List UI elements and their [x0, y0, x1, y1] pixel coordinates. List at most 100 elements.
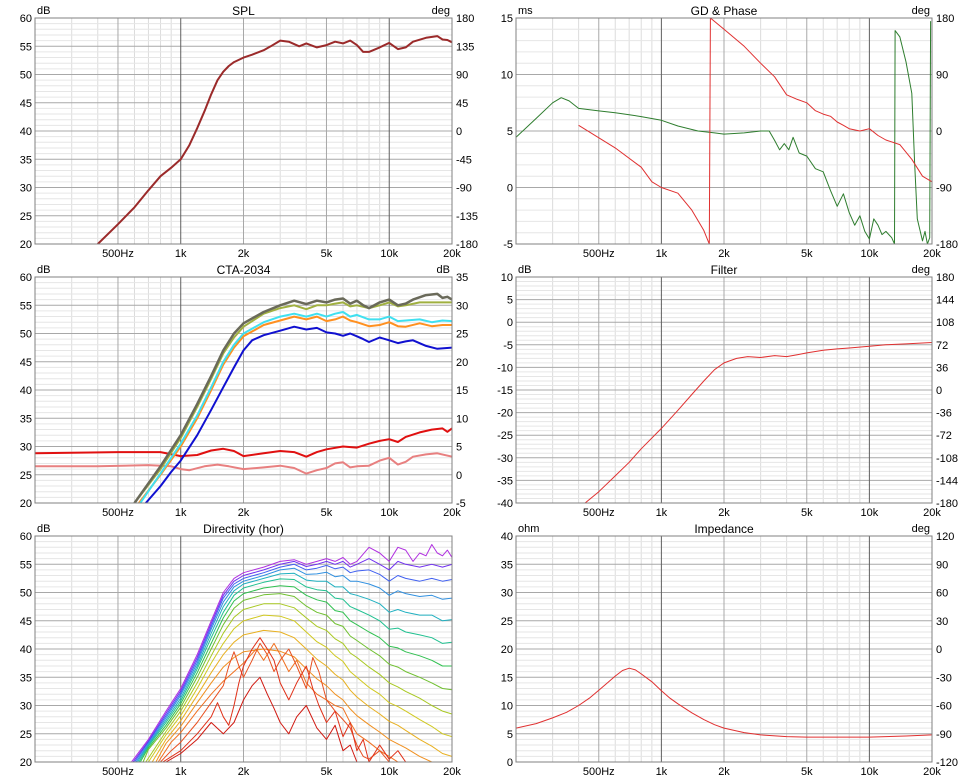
- x-tick-label: 5k: [321, 248, 333, 260]
- series-group: [516, 667, 932, 738]
- x-tick-label: 500Hz: [102, 507, 134, 519]
- series-line: [138, 315, 452, 503]
- y2-tick-label: 72: [936, 340, 948, 352]
- series-line: [584, 342, 932, 503]
- left-unit-label: dB: [37, 523, 50, 535]
- y-tick-label: -5: [503, 340, 513, 352]
- y-tick-label: 55: [20, 300, 32, 312]
- y-tick-label: 20: [20, 757, 32, 769]
- chart-impedance: 0 5 10 15 20 25 30 35 40 -120 -90 -60 -30 0 30 60 90 120 5…: [501, 522, 958, 778]
- x-tick-label: 5k: [801, 248, 813, 260]
- y2-tick-label: -144: [936, 475, 958, 487]
- series-line: [157, 642, 399, 762]
- series-line: [151, 629, 452, 762]
- x-tick-label: 2k: [718, 766, 730, 778]
- chart-title: Filter: [711, 263, 738, 277]
- y-tick-label: 35: [20, 413, 32, 425]
- y-tick-label: -30: [497, 453, 513, 465]
- y-tick-label: 25: [20, 729, 32, 741]
- y-tick-label: -10: [497, 362, 513, 374]
- y-tick-label: 50: [20, 70, 32, 82]
- y-tick-label: 55: [20, 559, 32, 571]
- series-group: [35, 292, 452, 503]
- right-unit-label: deg: [912, 5, 930, 17]
- y-tick-label: 40: [20, 385, 32, 397]
- series-line: [138, 578, 452, 762]
- y2-tick-label: 120: [936, 531, 954, 543]
- x-tick-label: 2k: [238, 766, 250, 778]
- y2-tick-label: 60: [936, 588, 948, 600]
- grid-lines: [516, 276, 932, 504]
- y2-tick-label: 144: [936, 295, 954, 307]
- y2-tick-label: 0: [456, 470, 462, 482]
- y-tick-label: 40: [20, 126, 32, 138]
- x-tick-label: 500Hz: [583, 248, 615, 260]
- series-line: [139, 311, 452, 503]
- plot-border: [34, 535, 453, 763]
- y2-tick-label: 108: [936, 317, 954, 329]
- series-line: [35, 452, 452, 475]
- y-tick-label: 35: [501, 559, 513, 571]
- right-unit-label: dB: [437, 264, 450, 276]
- x-tick-label: 10k: [861, 766, 879, 778]
- y-tick-label: 10: [501, 272, 513, 284]
- plot-border: [34, 276, 453, 504]
- y2-tick-label: 5: [456, 442, 462, 454]
- series-line: [155, 648, 433, 762]
- y-tick-label: 0: [507, 317, 513, 329]
- y-tick-label: 40: [501, 531, 513, 543]
- x-tick-label: 10k: [380, 248, 398, 260]
- x-tick-label: 500Hz: [583, 766, 615, 778]
- y-tick-label: 60: [20, 13, 32, 25]
- y-tick-label: -20: [497, 408, 513, 420]
- grid-lines: [516, 17, 932, 245]
- y-tick-label: -5: [503, 239, 513, 251]
- y-tick-label: 60: [20, 531, 32, 543]
- y-tick-label: 5: [507, 126, 513, 138]
- y2-tick-label: -5: [456, 498, 466, 510]
- y2-tick-label: -180: [456, 239, 478, 251]
- x-tick-label: 10k: [861, 248, 879, 260]
- y2-tick-label: 30: [456, 300, 468, 312]
- y2-tick-label: 35: [456, 272, 468, 284]
- x-tick-label: 500Hz: [102, 248, 134, 260]
- x-tick-label: 1k: [175, 248, 187, 260]
- chart-title: CTA-2034: [217, 263, 271, 277]
- y-tick-label: 50: [20, 329, 32, 341]
- left-unit-label: ms: [518, 5, 533, 17]
- series-line: [135, 567, 452, 762]
- series-line: [578, 18, 932, 244]
- y-tick-label: -15: [497, 385, 513, 397]
- x-tick-label: 5k: [801, 507, 813, 519]
- y2-tick-label: -120: [936, 757, 958, 769]
- x-tick-label: 10k: [380, 507, 398, 519]
- x-tick-label: 1k: [656, 248, 668, 260]
- y2-tick-label: -135: [456, 211, 478, 223]
- y2-tick-label: 0: [936, 126, 942, 138]
- y-tick-label: 35: [20, 154, 32, 166]
- chart-filter: -40 -35 -30 -25 -20 -15 -10 -5 0 5 10 -180 -144 -108 -…: [497, 263, 958, 519]
- y-tick-label: 35: [20, 672, 32, 684]
- y2-tick-label: 45: [456, 98, 468, 110]
- chart-title: Impedance: [694, 522, 754, 536]
- chart-title: SPL: [232, 4, 255, 18]
- y2-tick-label: -180: [936, 498, 958, 510]
- right-unit-label: deg: [912, 264, 930, 276]
- series-line: [132, 558, 452, 762]
- y-tick-label: 60: [20, 272, 32, 284]
- series-line: [35, 427, 452, 458]
- y2-tick-label: 0: [936, 385, 942, 397]
- y-tick-label: 45: [20, 98, 32, 110]
- x-tick-label: 2k: [238, 248, 250, 260]
- y-tick-label: 15: [501, 13, 513, 25]
- y-tick-label: -35: [497, 475, 513, 487]
- y2-tick-label: -180: [936, 239, 958, 251]
- x-tick-label: 2k: [238, 507, 250, 519]
- plot-border: [515, 535, 933, 763]
- series-group: [131, 544, 452, 762]
- y2-tick-label: 180: [936, 272, 954, 284]
- x-tick-label: 1k: [656, 507, 668, 519]
- y2-tick-label: 10: [456, 413, 468, 425]
- y2-tick-label: -90: [936, 183, 952, 195]
